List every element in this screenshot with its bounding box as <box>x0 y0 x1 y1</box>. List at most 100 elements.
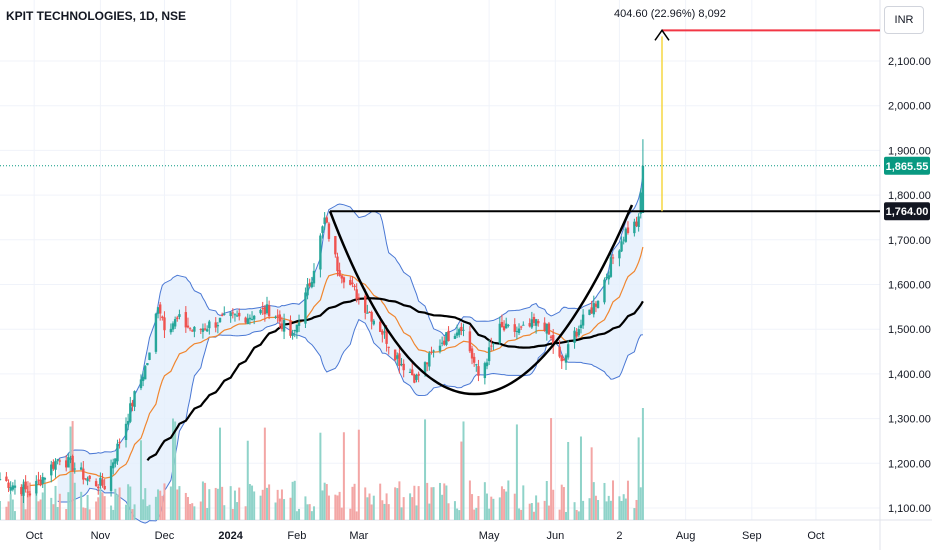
volume-bar <box>189 503 192 520</box>
candle-body <box>355 289 358 300</box>
candle <box>387 346 390 355</box>
volume-bar <box>84 508 87 520</box>
volume-bar <box>456 508 459 520</box>
candle-body <box>94 481 98 487</box>
candle-body <box>244 317 247 323</box>
candle-body <box>56 459 59 461</box>
candle-body <box>385 328 388 344</box>
candle <box>193 326 196 338</box>
candle <box>304 287 307 329</box>
candle <box>171 321 175 333</box>
x-tick-label: Feb <box>287 530 306 542</box>
volume-bar <box>620 500 623 520</box>
volume-bar <box>97 497 100 520</box>
volume-bar <box>518 508 521 520</box>
candle <box>366 304 369 314</box>
volume-bar <box>204 482 207 520</box>
time-axis[interactable]: Oct Nov Dec 2024 Feb Mar May Jun 2 Aug Sep Oct <box>26 530 825 542</box>
candle-body <box>396 355 399 359</box>
candle <box>492 343 495 351</box>
volume-bar <box>507 480 510 520</box>
volume-bar <box>530 503 533 520</box>
candle <box>440 336 444 347</box>
volume-bar <box>236 502 239 520</box>
candle-body <box>233 314 237 316</box>
x-tick-label: Dec <box>155 530 175 542</box>
candle-body <box>592 303 595 315</box>
volume-bar <box>357 429 360 520</box>
volume-bar <box>125 504 128 520</box>
volume-bar <box>261 489 264 520</box>
x-tick-label: Aug <box>676 530 696 542</box>
volume-bar <box>214 487 217 520</box>
candle <box>56 458 59 465</box>
candle-body <box>289 320 292 336</box>
candle-body <box>387 346 390 348</box>
volume-bar <box>219 427 221 520</box>
candle <box>0 472 2 481</box>
x-tick-label: Mar <box>349 530 368 542</box>
candle-body <box>342 277 346 283</box>
volume-bar <box>231 508 234 520</box>
candle-body <box>575 331 578 337</box>
volume-bar <box>387 504 390 520</box>
candle-body <box>477 366 480 376</box>
x-tick-label: Nov <box>91 530 111 542</box>
candle-body <box>201 328 205 332</box>
candle <box>235 310 239 318</box>
volume-bar <box>468 480 471 520</box>
candle-body <box>261 308 264 310</box>
candle-body <box>191 330 194 332</box>
volume-bar <box>327 495 330 520</box>
volume-bar <box>447 503 450 520</box>
candle <box>112 458 115 475</box>
candle <box>5 472 8 482</box>
volume-bar <box>208 489 211 520</box>
candle <box>252 314 256 325</box>
volume-bar <box>216 488 219 520</box>
candle <box>184 306 188 333</box>
volume-bar <box>590 447 593 520</box>
volume-bar <box>639 487 642 520</box>
candle-body <box>0 479 2 481</box>
candle <box>259 308 262 315</box>
volume-bar <box>114 488 117 520</box>
candle-body <box>214 322 217 328</box>
candle <box>445 332 448 347</box>
candle-body <box>325 217 328 223</box>
candle-body <box>126 421 130 425</box>
candle-body <box>229 312 232 317</box>
volume-bar <box>248 484 251 520</box>
candle-body <box>22 484 25 496</box>
candle <box>498 316 502 346</box>
currency-selector-button[interactable]: INR <box>884 6 924 34</box>
candle <box>605 273 608 281</box>
candle <box>220 312 224 317</box>
candle <box>161 315 164 321</box>
candle-body <box>39 479 42 486</box>
candle-body <box>611 257 615 259</box>
candle-body <box>417 373 420 376</box>
volume-bar <box>65 509 68 520</box>
volume-bar <box>577 511 580 520</box>
candle-body <box>562 359 566 361</box>
price-axis[interactable]: 1,100.00 1,200.00 1,300.00 1,400.00 1,500.00… <box>888 56 931 515</box>
level-price-value: 1,764.00 <box>886 206 929 218</box>
candle-body <box>73 468 76 470</box>
volume-bar <box>298 508 301 520</box>
candle-body <box>453 335 457 339</box>
volume-bar <box>385 493 388 520</box>
candle-body <box>472 356 476 363</box>
candle-body <box>428 353 431 367</box>
drawings[interactable] <box>0 29 880 396</box>
volume-bar <box>535 495 538 520</box>
candle-body <box>41 477 44 484</box>
candle <box>67 453 70 468</box>
volume-bar <box>552 489 555 520</box>
candle-body <box>432 350 435 352</box>
candle <box>507 323 510 328</box>
volume-bar <box>154 496 157 520</box>
candle <box>611 254 615 265</box>
x-tick-label: 2024 <box>218 530 243 542</box>
